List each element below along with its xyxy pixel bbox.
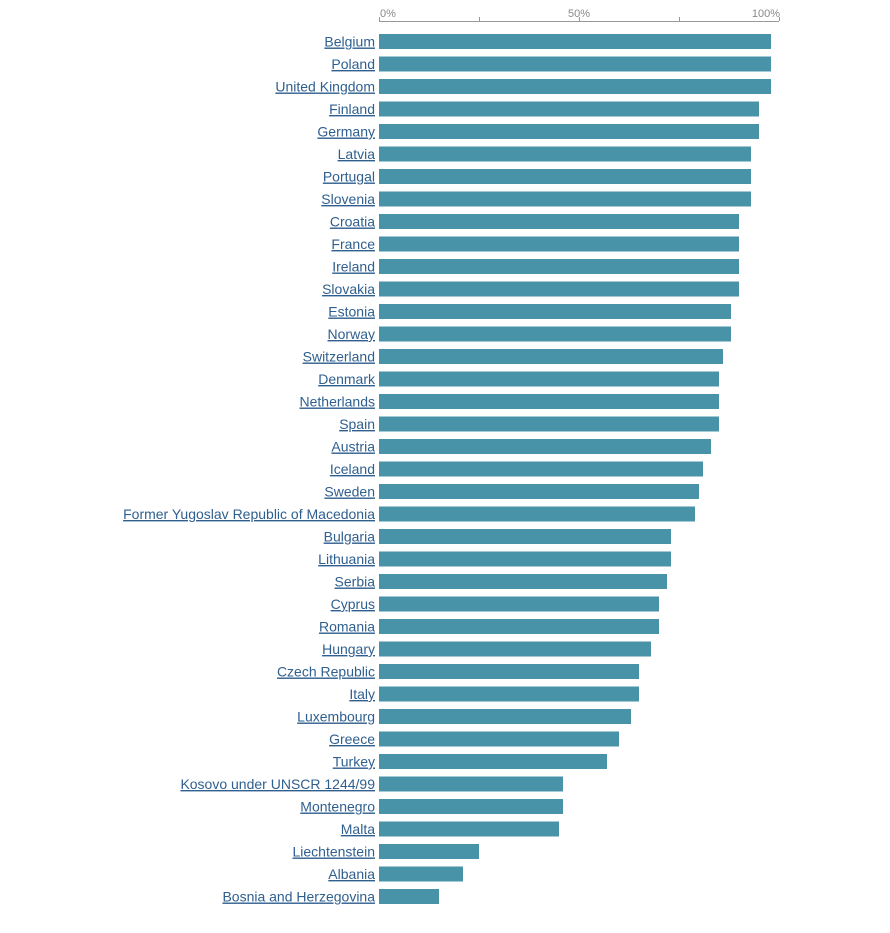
country-link[interactable]: Italy [349,686,375,702]
country-link[interactable]: Poland [331,56,375,72]
country-link[interactable]: Montenegro [300,799,375,815]
bar [379,394,719,409]
bar [379,191,751,207]
bar [379,574,667,589]
country-labels: Belgium Poland United Kingdom Finland German… [123,34,376,905]
bar [379,416,719,432]
country-link[interactable]: Malta [341,821,375,837]
bar [379,214,739,229]
country-link[interactable]: Ireland [332,259,375,275]
country-link[interactable]: Latvia [338,146,376,162]
country-link[interactable]: Croatia [330,214,375,230]
country-link[interactable]: Luxembourg [297,709,375,725]
bar [379,551,671,567]
bar [379,304,731,319]
country-link[interactable]: Bulgaria [324,529,376,545]
bar [379,709,631,724]
top-axis: 0% 50% 100% [379,8,780,22]
bar [379,146,751,162]
country-link[interactable]: Lithuania [318,551,375,567]
country-link[interactable]: Bosnia and Herzegovina [222,889,375,905]
bar [379,34,771,49]
bar [379,236,739,252]
country-link[interactable]: Denmark [318,371,376,387]
country-link[interactable]: Netherlands [300,394,376,410]
bar [379,439,711,454]
bar [379,821,559,837]
bar [379,596,659,612]
bar [379,484,699,499]
tick-label: 0% [380,8,396,20]
country-link[interactable]: Cyprus [331,596,375,612]
bar [379,754,607,769]
bar [379,776,563,792]
bar [379,844,479,859]
bar [379,259,739,274]
country-link[interactable]: Germany [317,124,375,140]
country-link[interactable]: Slovenia [321,191,375,207]
bar [379,124,759,139]
country-link[interactable]: Czech Republic [277,664,375,680]
country-link[interactable]: Switzerland [303,349,375,365]
country-link[interactable]: Iceland [330,461,375,477]
country-link[interactable]: United Kingdom [275,79,375,95]
country-link[interactable]: Spain [339,416,375,432]
bar [379,506,695,522]
country-link[interactable]: Austria [331,439,375,455]
bar [379,529,671,544]
country-link[interactable]: Portugal [323,169,375,185]
bar [379,731,619,747]
country-link[interactable]: Hungary [322,641,375,657]
bar [379,326,731,342]
country-link[interactable]: Sweden [324,484,375,500]
country-link[interactable]: Finland [329,101,375,117]
country-link[interactable]: Slovakia [322,281,375,297]
bar [379,461,703,477]
bar [379,686,639,702]
country-link[interactable]: France [331,236,375,252]
bar [379,281,739,297]
bar [379,56,771,72]
bar [379,169,751,184]
bar [379,79,771,94]
country-link[interactable]: Estonia [328,304,375,320]
bars [379,34,771,904]
country-link[interactable]: Former Yugoslav Republic of Macedonia [123,506,375,522]
country-link[interactable]: Romania [319,619,375,635]
country-link[interactable]: Belgium [324,34,375,50]
country-link[interactable]: Albania [328,866,375,882]
bar [379,371,719,387]
bar [379,641,651,657]
bar [379,619,659,634]
country-link[interactable]: Serbia [335,574,376,590]
bar [379,866,463,882]
bar [379,889,439,904]
bar [379,349,723,364]
tick-label: 50% [568,8,590,20]
bar [379,799,563,814]
bar [379,664,639,679]
country-link[interactable]: Turkey [333,754,375,770]
country-link[interactable]: Greece [329,731,375,747]
tick-label: 100% [752,8,780,20]
country-link[interactable]: Norway [328,326,375,342]
country-link[interactable]: Kosovo under UNSCR 1244/99 [180,776,375,792]
country-link[interactable]: Liechtenstein [292,844,375,860]
bar [379,101,759,117]
